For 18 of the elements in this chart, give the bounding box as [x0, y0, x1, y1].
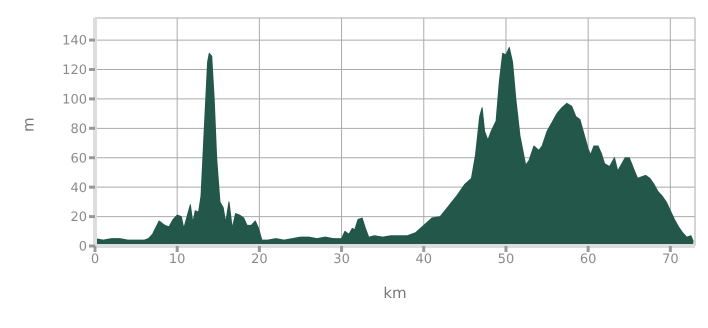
y-tick-label: 100: [62, 92, 87, 108]
x-tick-label: 0: [90, 252, 100, 268]
y-tick-label: 20: [70, 210, 87, 226]
y-tick-label: 0: [78, 240, 87, 255]
x-tick-label: 20: [251, 252, 268, 268]
x-tick-label: 10: [168, 252, 186, 268]
y-tick-label: 140: [62, 34, 87, 49]
x-tick-label: 50: [498, 252, 514, 268]
x-tick-label: 40: [415, 252, 432, 268]
x-tick-label: 30: [333, 252, 350, 268]
x-tick-label: 70: [662, 252, 679, 268]
y-tick-label: 80: [70, 122, 87, 137]
x-axis-title: km: [383, 284, 407, 302]
x-tick-label: 60: [580, 252, 596, 268]
y-axis-title: m: [19, 117, 38, 132]
y-tick-label: 60: [70, 151, 87, 166]
y-tick-label: 40: [70, 180, 87, 196]
y-tick-label: 120: [62, 63, 87, 78]
